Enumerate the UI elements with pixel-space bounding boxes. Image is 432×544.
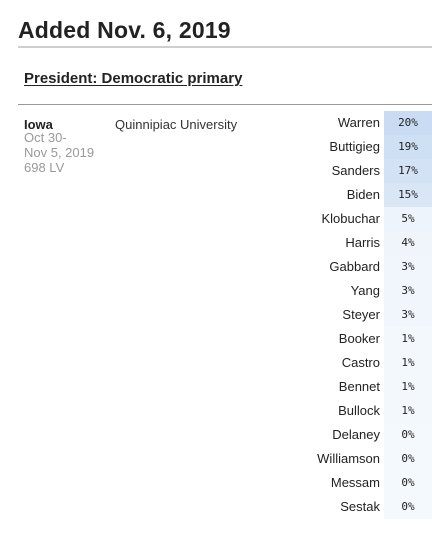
result-row: Messam 0% xyxy=(300,471,432,495)
pollster-name: Quinnipiac University xyxy=(115,117,238,132)
result-row: Booker 1% xyxy=(300,327,432,351)
candidate-percentage: 0% xyxy=(384,447,432,471)
poll-results-table: Warren 20% Buttigieg 19% Sanders 17% Biden 15% K… xyxy=(300,111,432,519)
result-row: Gabbard 3% xyxy=(300,255,432,279)
candidate-percentage: 1% xyxy=(384,351,432,375)
candidate-percentage: 0% xyxy=(384,495,432,519)
candidate-name: Biden xyxy=(346,187,380,202)
page-title: Added Nov. 6, 2019 xyxy=(18,17,231,43)
poll-state: Iowa xyxy=(24,117,53,132)
candidate-percentage: 1% xyxy=(384,327,432,351)
candidate-percentage: 3% xyxy=(384,255,432,279)
candidate-percentage: 15% xyxy=(384,183,432,207)
result-row: Klobuchar 5% xyxy=(300,207,432,231)
result-row: Castro 1% xyxy=(300,351,432,375)
candidate-name: Williamson xyxy=(317,451,380,466)
candidate-name: Gabbard xyxy=(329,259,380,274)
candidate-name: Bullock xyxy=(338,403,380,418)
candidate-percentage: 3% xyxy=(384,279,432,303)
result-row: Buttigieg 19% xyxy=(300,135,432,159)
candidate-name: Steyer xyxy=(342,307,380,322)
result-row: Steyer 3% xyxy=(300,303,432,327)
candidate-name: Sanders xyxy=(331,163,380,178)
candidate-percentage: 17% xyxy=(384,159,432,183)
candidate-name: Buttigieg xyxy=(329,139,380,154)
candidate-percentage: 5% xyxy=(384,207,432,231)
result-row: Bennet 1% xyxy=(300,375,432,399)
poll-date-start: Oct 30- xyxy=(24,130,67,145)
result-row: Sestak 0% xyxy=(300,495,432,519)
poll-sample-size: 698 LV xyxy=(24,160,65,175)
candidate-percentage: 0% xyxy=(384,423,432,447)
section-divider xyxy=(18,104,432,105)
candidate-percentage: 20% xyxy=(384,111,432,135)
candidate-name: Yang xyxy=(350,283,380,298)
candidate-percentage: 4% xyxy=(384,231,432,255)
result-row: Bullock 1% xyxy=(300,399,432,423)
result-row: Sanders 17% xyxy=(300,159,432,183)
candidate-percentage: 19% xyxy=(384,135,432,159)
poll-date-end: Nov 5, 2019 xyxy=(24,145,95,160)
result-row: Harris 4% xyxy=(300,231,432,255)
result-row: Biden 15% xyxy=(300,183,432,207)
candidate-percentage: 0% xyxy=(384,471,432,495)
candidate-name: Delaney xyxy=(332,427,380,442)
candidate-percentage: 3% xyxy=(384,303,432,327)
race-title-link[interactable]: President: Democratic primary xyxy=(24,70,243,87)
candidate-name: Klobuchar xyxy=(321,211,380,226)
candidate-percentage: 1% xyxy=(384,399,432,423)
result-row: Warren 20% xyxy=(300,111,432,135)
header-divider xyxy=(18,46,432,48)
result-row: Delaney 0% xyxy=(300,423,432,447)
result-row: Williamson 0% xyxy=(300,447,432,471)
candidate-name: Bennet xyxy=(338,379,380,394)
candidate-name: Booker xyxy=(338,331,380,346)
candidate-name: Messam xyxy=(330,475,380,490)
candidate-percentage: 1% xyxy=(384,375,432,399)
candidate-name: Harris xyxy=(345,235,380,250)
candidate-name: Warren xyxy=(337,115,380,130)
candidate-name: Castro xyxy=(341,355,380,370)
result-row: Yang 3% xyxy=(300,279,432,303)
candidate-name: Sestak xyxy=(340,499,380,514)
